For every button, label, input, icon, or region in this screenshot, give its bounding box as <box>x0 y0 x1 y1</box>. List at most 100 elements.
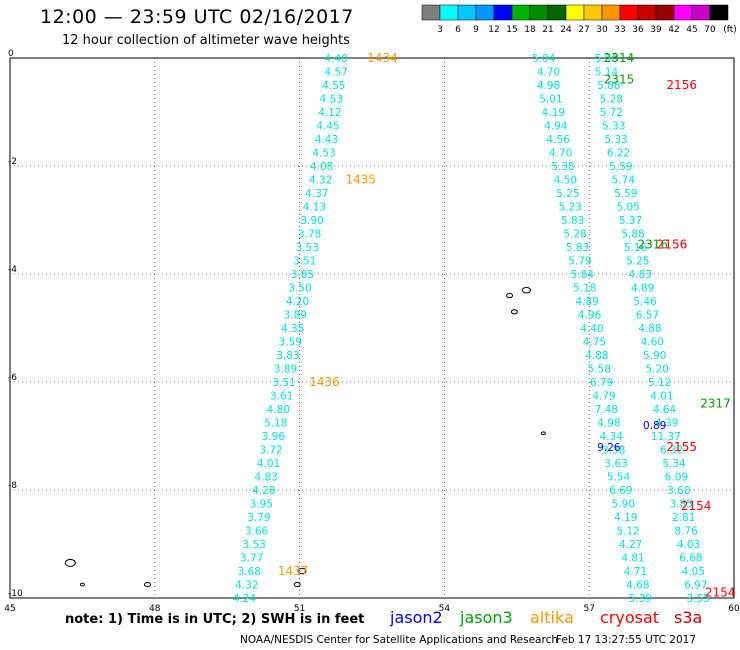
colorbar-swatch <box>619 4 639 21</box>
x-tick-label: 60 <box>728 604 740 614</box>
wave-height-value: 5.46 <box>633 296 657 308</box>
colorbar-unit: (ft) <box>723 25 737 35</box>
wave-height-value: 5.58 <box>588 364 611 376</box>
wave-height-value: 4.88 <box>585 350 608 362</box>
wave-height-value: 4.08 <box>310 161 333 173</box>
colorbar-label: 70 <box>704 25 716 35</box>
pass-time-label: 2154 <box>705 586 736 600</box>
wave-height-value: 3.55 <box>686 593 709 605</box>
colorbar-legend: 3 6 9 12 15 18 21 24 27 30 33 36 39 42 45 70 (ft) <box>421 4 737 35</box>
wave-height-value: 5.05 <box>616 202 639 214</box>
wave-height-value: 4.01 <box>650 391 673 403</box>
wave-height-value: 4.55 <box>322 80 345 92</box>
footnote-note: note: 1) Time is in UTC; 2) SWH is in fe… <box>65 612 365 627</box>
wave-height-value: 3.61 <box>270 391 293 403</box>
island-outline <box>64 558 76 567</box>
y-tick-label: -8 <box>8 481 17 491</box>
colorbar-swatch <box>529 4 549 21</box>
wave-height-value: 6.57 <box>636 310 659 322</box>
colorbar-swatch <box>565 4 585 21</box>
wave-height-value: 4.56 <box>547 134 571 146</box>
wave-height-value: 5.12 <box>648 377 671 389</box>
wave-height-value: 5.33 <box>604 134 627 146</box>
colorbar-label: 12 <box>488 25 499 35</box>
wave-height-value: 4.37 <box>305 188 328 200</box>
wave-height-value: 4.89 <box>631 283 654 295</box>
colorbar-label: 18 <box>524 25 536 35</box>
legend-cryosat: cryosat <box>600 608 660 627</box>
wave-height-value: 5.25 <box>556 188 579 200</box>
axis-ticks: 45 48 51 54 57 60 0 -2 -4 -6 -8 -10 <box>4 49 740 614</box>
pass-time-label: 2155 <box>666 440 697 454</box>
colorbar-swatch <box>511 4 531 21</box>
wave-height-value: 4.40 <box>580 323 603 335</box>
wave-height-value: 5.28 <box>563 229 586 241</box>
wave-height-value: 3.89 <box>274 364 297 376</box>
wave-height-value: 6.09 <box>665 472 688 484</box>
colorbar-label: 42 <box>668 25 679 35</box>
pass-time-label: 1436 <box>309 375 340 389</box>
wave-height-value: 5.20 <box>645 364 668 376</box>
wave-height-value: 4.83 <box>629 269 652 281</box>
colorbar-swatch <box>439 4 459 21</box>
wave-height-value: 4.88 <box>638 323 661 335</box>
wave-height-value: 4.12 <box>318 107 341 119</box>
wave-height-value: 4.75 <box>583 337 606 349</box>
wave-height-value: 6.68 <box>679 553 702 565</box>
colorbar-label: 27 <box>578 25 589 35</box>
wave-height-value: 4.24 <box>233 593 257 605</box>
wave-height-value: 6.69 <box>609 485 632 497</box>
wave-height-value: 3.77 <box>240 553 263 565</box>
colorbar-label: 30 <box>596 25 608 35</box>
colorbar-swatch <box>583 4 603 21</box>
chart-subtitle: 12 hour collection of altimeter wave hei… <box>62 33 350 48</box>
wave-height-value: 5.33 <box>602 121 625 133</box>
wave-height-value: 7.48 <box>595 404 618 416</box>
x-tick-label: 57 <box>583 604 594 614</box>
wave-height-value: 5.28 <box>600 94 623 106</box>
x-tick-label: 45 <box>4 604 15 614</box>
wave-height-value: 5.38 <box>551 161 574 173</box>
footer-credit: NOAA/NESDIS Center for Satellite Applica… <box>240 634 558 646</box>
x-tick-label: 54 <box>439 604 451 614</box>
wave-height-value: 5.90 <box>612 499 635 511</box>
wave-height-value: 3.90 <box>300 215 323 227</box>
wave-height-value: 5.90 <box>643 350 666 362</box>
island-outline <box>144 581 152 588</box>
wave-height-value: 4.94 <box>544 121 568 133</box>
wave-height-value: 4.34 <box>600 431 624 443</box>
colorbar-swatch <box>709 4 729 21</box>
wave-height-value: 5.74 <box>612 175 636 187</box>
wave-height-value: 5.50 <box>595 53 618 65</box>
wave-height-value: 6.32 <box>660 445 683 457</box>
wave-height-value: 5.16 <box>624 242 648 254</box>
wave-height-value: 4.32 <box>235 580 258 592</box>
island-outline <box>506 293 514 299</box>
wave-height-value: 4.20 <box>286 296 309 308</box>
island-outline <box>79 582 85 587</box>
wave-height-value: 5.18 <box>573 283 596 295</box>
wave-height-value: 4.53 <box>320 94 343 106</box>
wave-height-value: 4.27 <box>619 539 642 551</box>
y-tick-label: -6 <box>8 373 17 383</box>
pass-time-label: 1434 <box>367 51 398 65</box>
wave-height-value: 5.34 <box>662 458 686 470</box>
island-outline <box>297 567 307 575</box>
colorbar-swatch <box>547 4 567 21</box>
legend-jason3: jason3 <box>460 608 513 627</box>
wave-height-value: 4.79 <box>592 391 615 403</box>
wave-height-value: 4.89 <box>575 296 598 308</box>
wave-height-value: 4.53 <box>312 148 335 160</box>
colorbar-label: 6 <box>455 25 461 35</box>
wave-height-value: 0.89 <box>643 420 666 432</box>
wave-height-value: 4.32 <box>309 175 332 187</box>
wave-height-value: 3.85 <box>670 499 693 511</box>
colorbar-swatch <box>691 4 711 21</box>
wave-height-value: 5.84 <box>571 269 595 281</box>
wave-height-value: 3.79 <box>247 512 270 524</box>
wave-height-value: 5.59 <box>609 161 632 173</box>
island-outline <box>521 286 531 294</box>
wave-height-value: 4.64 <box>653 404 677 416</box>
wave-height-value: 4.13 <box>303 202 326 214</box>
colorbar-label: 9 <box>473 25 479 35</box>
